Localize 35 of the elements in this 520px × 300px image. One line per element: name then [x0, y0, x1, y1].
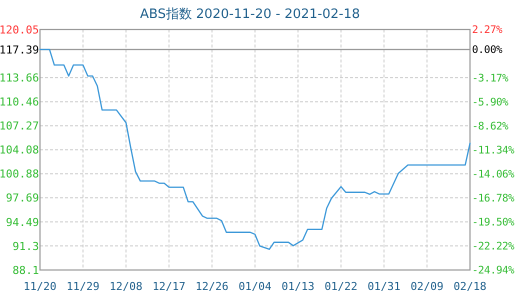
line-series [39, 48, 471, 250]
y2-tick-label: -5.90% [472, 96, 510, 108]
x-tick-label: 12/26 [195, 280, 229, 293]
x-tick-label: 01/13 [281, 280, 315, 293]
y-tick-label: 110.46 [0, 96, 39, 109]
y2-tick-label: -24.94% [472, 264, 516, 277]
x-tick-label: 01/31 [367, 280, 401, 293]
x-tick-label: 11/20 [23, 280, 57, 293]
chart-title: ABS指数 2020-11-20 - 2021-02-18 [140, 7, 360, 22]
x-tick-label: 12/17 [152, 280, 186, 293]
y2-tick-label: -22.22% [472, 240, 516, 253]
x-tick-label: 02/18 [453, 280, 487, 293]
y-tick-label: 94.49 [6, 216, 39, 229]
y2-tick-label: -14.06% [472, 168, 516, 181]
y-tick-label: 91.3 [12, 240, 39, 253]
y-tick-label: 113.66 [0, 71, 39, 84]
y2-tick-label: -19.50% [472, 216, 516, 229]
x-tick-label: 02/09 [410, 280, 444, 293]
y-tick-label: 117.39 [0, 43, 39, 56]
x-tick-label: 01/22 [324, 280, 358, 293]
y2-tick-label: -3.17% [472, 72, 510, 84]
y2-tick-label: -8.62% [472, 120, 510, 132]
y2-tick-label: 0.00% [472, 44, 504, 56]
x-tick-label: 01/04 [238, 280, 272, 293]
y-tick-label: 120.05 [0, 23, 39, 36]
y-tick-label: 88.1 [12, 264, 39, 277]
y-tick-label: 107.27 [0, 120, 39, 133]
x-tick-label: 11/29 [66, 280, 100, 293]
y-tick-label: 104.08 [0, 144, 39, 157]
y-tick-label: 97.69 [6, 192, 39, 205]
y-tick-label: 100.88 [0, 168, 39, 181]
y2-tick-label: 2.27% [472, 24, 504, 36]
x-tick-label: 12/08 [109, 280, 143, 293]
y2-tick-label: -16.78% [472, 192, 516, 205]
y2-tick-label: -11.34% [472, 144, 516, 156]
